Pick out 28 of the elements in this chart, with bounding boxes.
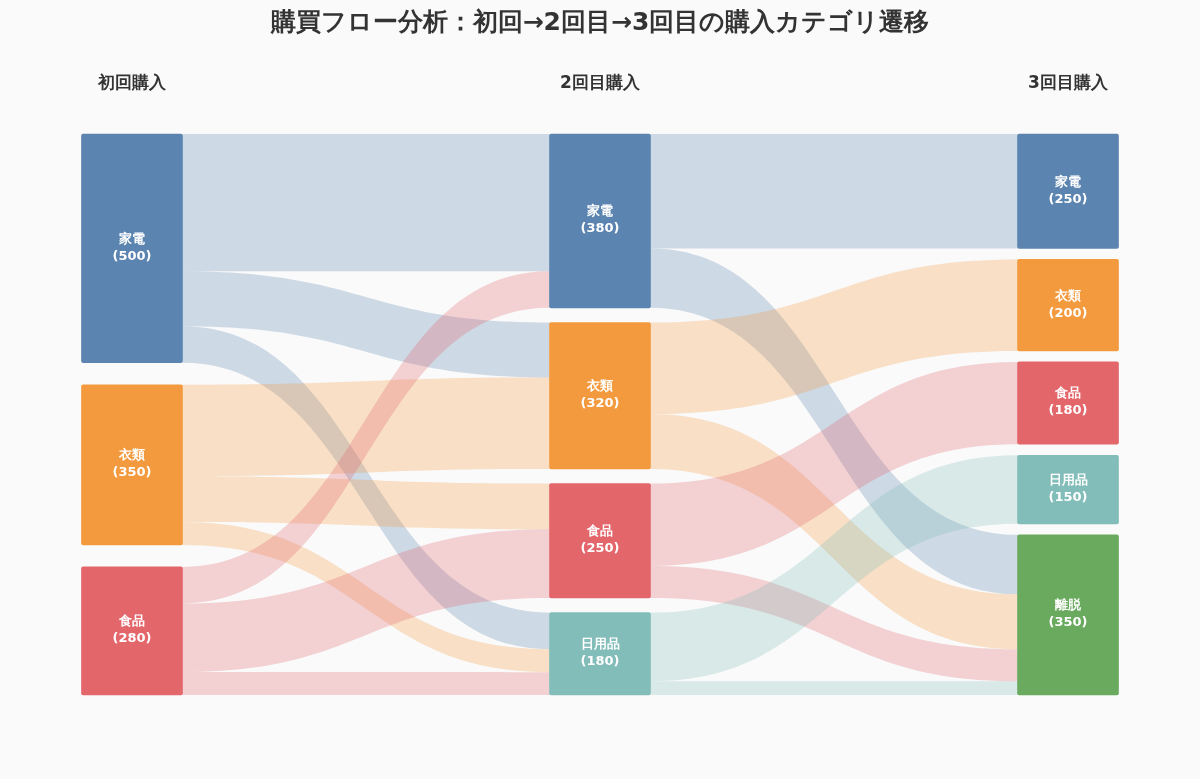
text: 購買フロー分析：初回→2回目→3回目の購入カテゴリ遷移: [269, 6, 930, 36]
series-label: 日用品: [1048, 471, 1088, 487]
text: 食品: [587, 523, 613, 539]
series-label: 離脱: [1054, 597, 1082, 613]
text: 家電: [587, 203, 613, 219]
text: 食品: [119, 613, 145, 629]
data-label: (320): [580, 395, 620, 411]
data-label: (150): [1048, 488, 1088, 504]
text: 衣類: [587, 378, 613, 394]
text: 衣類: [119, 447, 145, 463]
data-label: (200): [1048, 304, 1088, 320]
data-label: (180): [1048, 402, 1088, 418]
data-label: (350): [112, 464, 152, 480]
category-label: 初回購入: [97, 72, 167, 93]
data-label: (350): [1048, 614, 1088, 630]
data-label: (180): [580, 653, 620, 669]
data-label: (250): [1048, 190, 1088, 206]
category-label: 3回目購入: [1028, 72, 1109, 93]
data-label: (380): [580, 220, 620, 236]
series-label: 家電: [1054, 173, 1081, 189]
data-label: (280): [112, 630, 152, 646]
series-label: 衣類: [1054, 287, 1081, 303]
text: 家電: [119, 230, 145, 246]
data-label: (250): [580, 540, 620, 556]
text: 日用品: [580, 636, 620, 652]
category-label: 2回目購入: [560, 72, 641, 93]
data-label: (500): [112, 247, 152, 263]
series-label: 食品: [1054, 385, 1081, 401]
